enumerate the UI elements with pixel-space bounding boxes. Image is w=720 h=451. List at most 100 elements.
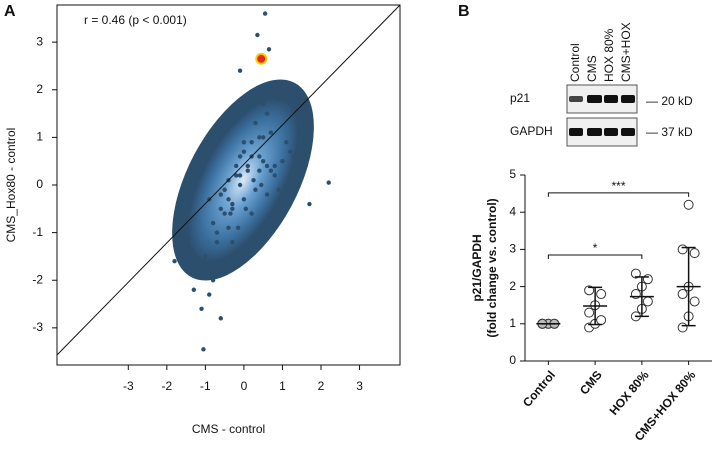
y-axis-label: (fold change vs. control) [485,198,499,337]
point [266,47,272,52]
point [201,347,206,352]
point [214,239,220,245]
point [284,192,289,197]
bands [569,95,635,136]
point [222,258,227,264]
data-point [584,307,595,318]
point [230,239,235,245]
point [276,97,281,102]
point [307,201,312,207]
point [172,258,177,264]
point [207,292,212,297]
lane-label: CMS+HOX [619,22,633,82]
point [291,154,297,159]
point [287,149,293,154]
panel-label: B [458,3,470,20]
point [260,135,266,140]
point [199,306,204,312]
western-blot [566,84,638,147]
density-core [187,98,299,262]
x-tick-label: 0 [241,379,248,393]
point [195,273,200,278]
data-point [677,244,688,255]
point [230,201,235,207]
point [284,139,289,145]
point [260,101,266,107]
x-tick-label: CMS [577,368,605,397]
y-tick-label: 3 [509,242,516,256]
point [241,197,247,202]
point [218,192,223,197]
point [237,154,243,159]
panel-label: A [4,3,16,20]
row-label: p21 [510,91,530,105]
x-tick-label: 3 [356,379,363,393]
point [262,11,268,16]
point [234,163,239,169]
point [222,211,227,216]
point [253,120,258,126]
point [249,211,254,216]
point [243,206,249,212]
annotation: r = 0.46 (p < 0.001) [84,13,187,27]
y-tick-label: -1 [32,225,43,239]
x-tick-label: -2 [162,379,173,393]
point [245,168,250,173]
data-point [642,296,653,307]
point [191,287,197,292]
point [245,163,250,169]
point [268,130,274,135]
y-tick-label: 5 [509,167,516,181]
point [257,135,262,140]
point [241,139,247,145]
y-axis-label: p21/GAPDH [470,234,484,301]
point [237,68,243,73]
significance-label: *** [611,179,625,193]
point [178,228,183,233]
point [276,206,281,212]
point [203,254,208,259]
row-label: GAPDH [510,124,553,138]
data-point [683,199,694,210]
y-tick-label: 2 [36,82,43,96]
x-tick-label: -1 [200,379,211,393]
data-point [596,289,607,300]
point [218,316,223,321]
point [245,106,250,112]
y-tick-label: 2 [509,279,516,293]
size-label: — 20 kD [646,94,693,108]
point [253,87,258,92]
data-point [596,315,607,326]
y-tick-label: 3 [36,34,43,48]
point [226,197,231,202]
data-point [689,296,700,307]
point [259,182,264,188]
point [257,154,262,159]
x-tick-label: Control [520,368,558,410]
point [255,32,260,38]
point [326,180,331,185]
y-tick-label: 1 [509,316,516,330]
x-axis-label: CMS - control [192,422,265,436]
point [260,158,266,164]
point [249,139,254,145]
point [210,220,216,226]
data-point [630,268,641,279]
point [251,178,256,183]
lane-label: HOX 80% [602,28,616,82]
point [280,158,285,164]
point [235,225,241,231]
point [210,278,216,283]
point [253,187,258,192]
point [228,211,233,216]
point [230,206,235,212]
y-tick-label: 1 [36,130,43,144]
data-point [677,289,688,300]
lane-label: CMS [585,55,599,82]
data-point [677,322,688,333]
point [222,187,227,192]
x-tick-label: HOX 80% [607,368,652,418]
data-point [689,248,700,259]
x-tick-label: -3 [123,379,134,393]
